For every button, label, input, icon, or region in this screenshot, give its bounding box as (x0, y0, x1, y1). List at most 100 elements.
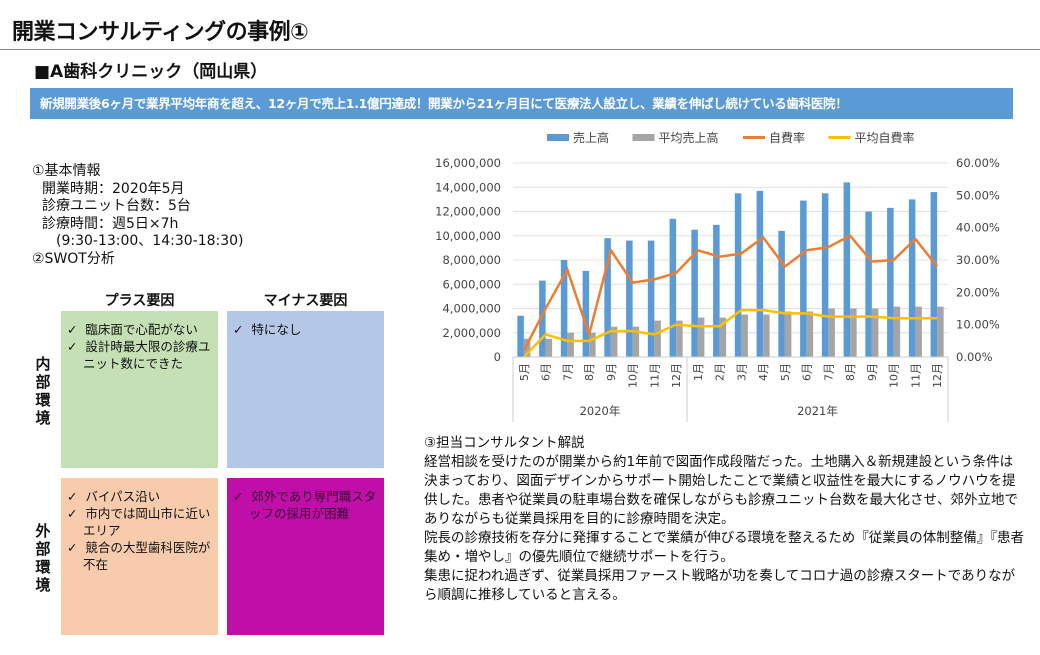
y-tick-label: 6,000,000 (442, 277, 501, 291)
x-tick-label: 11月 (909, 363, 922, 388)
legend-swatch (632, 134, 655, 141)
title-divider (0, 49, 1040, 50)
swot-item: ✓ 市内では岡山市に近いエリア (67, 506, 211, 538)
sales-chart: 0 2,000,000 4,000,000 6,000,000 8,000,000 10,… (435, 130, 1000, 422)
comment-paragraph: 経営相談を受けたのが開業から約1年前で図面作成段階だった。土地購入＆新規建設とい… (424, 454, 1018, 527)
basic-info-line: (9:30-13:00、14:30-18:30) (42, 233, 244, 249)
clinic-subtitle: ■A歯科クリニック（岡山県） (34, 62, 268, 82)
x-tick-label: 5月 (518, 363, 531, 381)
bar-売上高 (930, 192, 938, 357)
x-tick-label: 12月 (931, 363, 944, 388)
x-tick-label: 10月 (888, 363, 901, 388)
basic-info: ①基本情報 開業時期：2020年5月 診療ユニット台数：5台 診療時間：週5日×… (32, 163, 402, 268)
bar-平均売上高 (654, 320, 661, 357)
bar-売上高 (843, 182, 851, 357)
y2-tick-label: 50.00% (956, 188, 1000, 202)
bar-売上高 (800, 200, 807, 357)
bar-平均売上高 (828, 308, 835, 357)
bar-平均売上高 (610, 326, 618, 357)
bar-売上高 (517, 315, 524, 357)
group-label: 2021年 (797, 404, 838, 418)
y2-tick-label: 60.00% (956, 156, 1000, 170)
y-tick-label: 12,000,000 (435, 205, 501, 219)
bar-売上高 (908, 199, 916, 357)
legend-label: 売上高 (573, 130, 609, 145)
bar-売上高 (582, 270, 590, 357)
y2-tick-label: 30.00% (956, 253, 1000, 267)
swot-heading: ②SWOT分析 (32, 250, 115, 267)
x-tick-label: 8月 (583, 363, 596, 381)
line-自費率 (522, 234, 939, 352)
bar-売上高 (560, 260, 568, 357)
x-tick-label: 2月 (714, 363, 727, 381)
bar-売上高 (539, 280, 546, 357)
bar-平均売上高 (589, 332, 596, 357)
basic-info-heading: ①基本情報 (32, 163, 101, 179)
x-tick-label: 12月 (670, 363, 683, 388)
bar-平均売上高 (937, 306, 944, 357)
bar-売上高 (887, 207, 894, 357)
swot-external-plus: ✓ バイパス沿い ✓ 市内では岡山市に近いエリア ✓ 競合の大型歯科医院が不在 (61, 478, 218, 635)
bar-売上高 (604, 238, 611, 357)
bar-平均売上高 (567, 332, 574, 357)
comment-paragraph: 院長の診療技術を存分に発揮することで業績が伸びる環境を整えるため『従業員の体制整… (424, 530, 1024, 565)
y-tick-label: 16,000,000 (435, 156, 501, 170)
bar-平均売上高 (676, 320, 683, 357)
bar-平均売上高 (784, 311, 792, 357)
swot-item: ✓ 臨床面で心配がない (67, 322, 198, 337)
group-label: 2020年 (580, 404, 621, 418)
x-tick-label: 5月 (779, 363, 792, 381)
y2-tick-label: 0.00% (956, 350, 993, 364)
y-tick-label: 8,000,000 (442, 253, 501, 267)
bar-平均売上高 (806, 311, 814, 357)
bar-売上高 (691, 229, 698, 357)
x-tick-label: 8月 (844, 363, 857, 381)
bar-売上高 (734, 193, 742, 357)
x-tick-label: 1月 (692, 363, 705, 381)
swot-item: ✓ 設計時最大限の診療ユニット数にできた (67, 339, 211, 371)
consultant-comment: ③担当コンサルタント解説 経営相談を受けたのが開業から約1年前で図面作成段階だっ… (424, 434, 1024, 605)
bar-売上高 (713, 224, 720, 357)
swot-item: ✓ バイパス沿い (67, 489, 161, 504)
y-tick-label: 10,000,000 (435, 229, 501, 243)
y-tick-label: 2,000,000 (442, 326, 501, 340)
x-tick-label: 7月 (822, 363, 835, 381)
x-tick-label: 7月 (561, 363, 574, 381)
x-tick-label: 11月 (648, 363, 661, 388)
legend-label: 平均売上高 (659, 130, 719, 145)
x-tick-label: 3月 (735, 363, 748, 381)
legend-label: 平均自費率 (855, 130, 915, 145)
x-tick-label: 6月 (540, 363, 553, 381)
x-tick-label: 4月 (757, 363, 770, 381)
bar-売上高 (778, 230, 785, 357)
swot-item: ✓ 競合の大型歯科医院が不在 (67, 540, 211, 572)
swot-col-plus: プラス要因 (104, 293, 175, 309)
y-tick-label: 14,000,000 (435, 180, 501, 194)
swot-internal-plus: ✓ 臨床面で心配がない ✓ 設計時最大限の診療ユニット数にできた (61, 311, 218, 468)
bar-平均売上高 (850, 308, 857, 357)
swot-row-external: 外部環境 (35, 522, 51, 594)
y-tick-label: 4,000,000 (442, 302, 501, 316)
swot-item: ✓ 特になし (233, 322, 302, 337)
x-tick-label: 9月 (605, 363, 618, 381)
swot-col-minus: マイナス要因 (263, 293, 348, 309)
bar-平均売上高 (719, 317, 727, 357)
bar-平均売上高 (697, 317, 705, 357)
bar-売上高 (669, 218, 677, 357)
line-平均自費率 (522, 308, 938, 358)
bar-平均売上高 (871, 308, 879, 357)
bar-平均売上高 (741, 314, 748, 357)
bar-売上高 (626, 240, 633, 357)
bar-平均売上高 (545, 338, 553, 357)
y2-tick-label: 20.00% (956, 285, 1000, 299)
swot-internal-minus: ✓ 特になし (227, 311, 384, 468)
y2-tick-label: 10.00% (956, 318, 1000, 332)
page-title: 開業コンサルティングの事例① (12, 20, 309, 45)
bar-平均売上高 (763, 314, 770, 357)
x-tick-label: 9月 (866, 363, 879, 381)
bar-平均売上高 (915, 306, 922, 357)
y2-tick-label: 40.00% (956, 221, 1000, 235)
bar-売上高 (865, 211, 872, 357)
x-tick-label: 10月 (627, 363, 640, 388)
x-tick-label: 6月 (801, 363, 814, 381)
